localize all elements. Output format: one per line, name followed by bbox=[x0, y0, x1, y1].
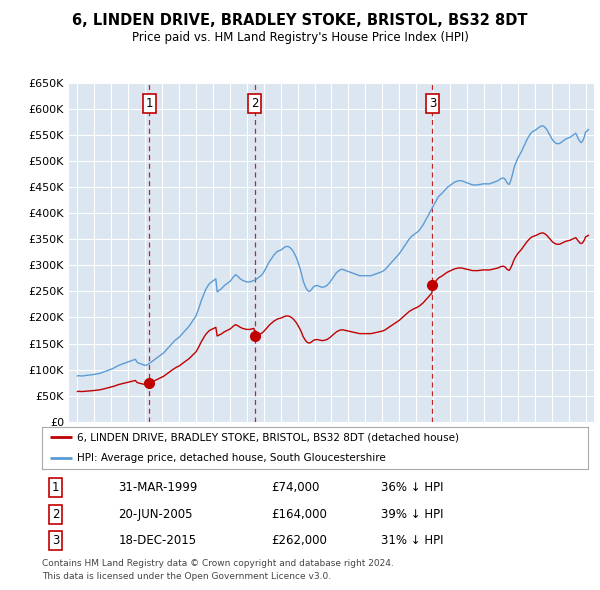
Text: 2: 2 bbox=[52, 508, 59, 521]
Text: 3: 3 bbox=[429, 97, 436, 110]
Text: £262,000: £262,000 bbox=[271, 534, 327, 547]
Text: 20-JUN-2005: 20-JUN-2005 bbox=[118, 508, 193, 521]
Text: £74,000: £74,000 bbox=[271, 481, 320, 494]
Text: 31% ↓ HPI: 31% ↓ HPI bbox=[380, 534, 443, 547]
Text: 6, LINDEN DRIVE, BRADLEY STOKE, BRISTOL, BS32 8DT (detached house): 6, LINDEN DRIVE, BRADLEY STOKE, BRISTOL,… bbox=[77, 432, 460, 442]
Text: Contains HM Land Registry data © Crown copyright and database right 2024.: Contains HM Land Registry data © Crown c… bbox=[42, 559, 394, 568]
Text: 18-DEC-2015: 18-DEC-2015 bbox=[118, 534, 197, 547]
Text: This data is licensed under the Open Government Licence v3.0.: This data is licensed under the Open Gov… bbox=[42, 572, 331, 581]
Text: 6, LINDEN DRIVE, BRADLEY STOKE, BRISTOL, BS32 8DT: 6, LINDEN DRIVE, BRADLEY STOKE, BRISTOL,… bbox=[72, 13, 528, 28]
Text: HPI: Average price, detached house, South Gloucestershire: HPI: Average price, detached house, Sout… bbox=[77, 454, 386, 463]
Text: 31-MAR-1999: 31-MAR-1999 bbox=[118, 481, 198, 494]
Text: 2: 2 bbox=[251, 97, 259, 110]
Text: £164,000: £164,000 bbox=[271, 508, 327, 521]
Text: 1: 1 bbox=[52, 481, 59, 494]
Text: Price paid vs. HM Land Registry's House Price Index (HPI): Price paid vs. HM Land Registry's House … bbox=[131, 31, 469, 44]
Text: 3: 3 bbox=[52, 534, 59, 547]
Text: 1: 1 bbox=[146, 97, 153, 110]
Text: 39% ↓ HPI: 39% ↓ HPI bbox=[380, 508, 443, 521]
Text: 36% ↓ HPI: 36% ↓ HPI bbox=[380, 481, 443, 494]
